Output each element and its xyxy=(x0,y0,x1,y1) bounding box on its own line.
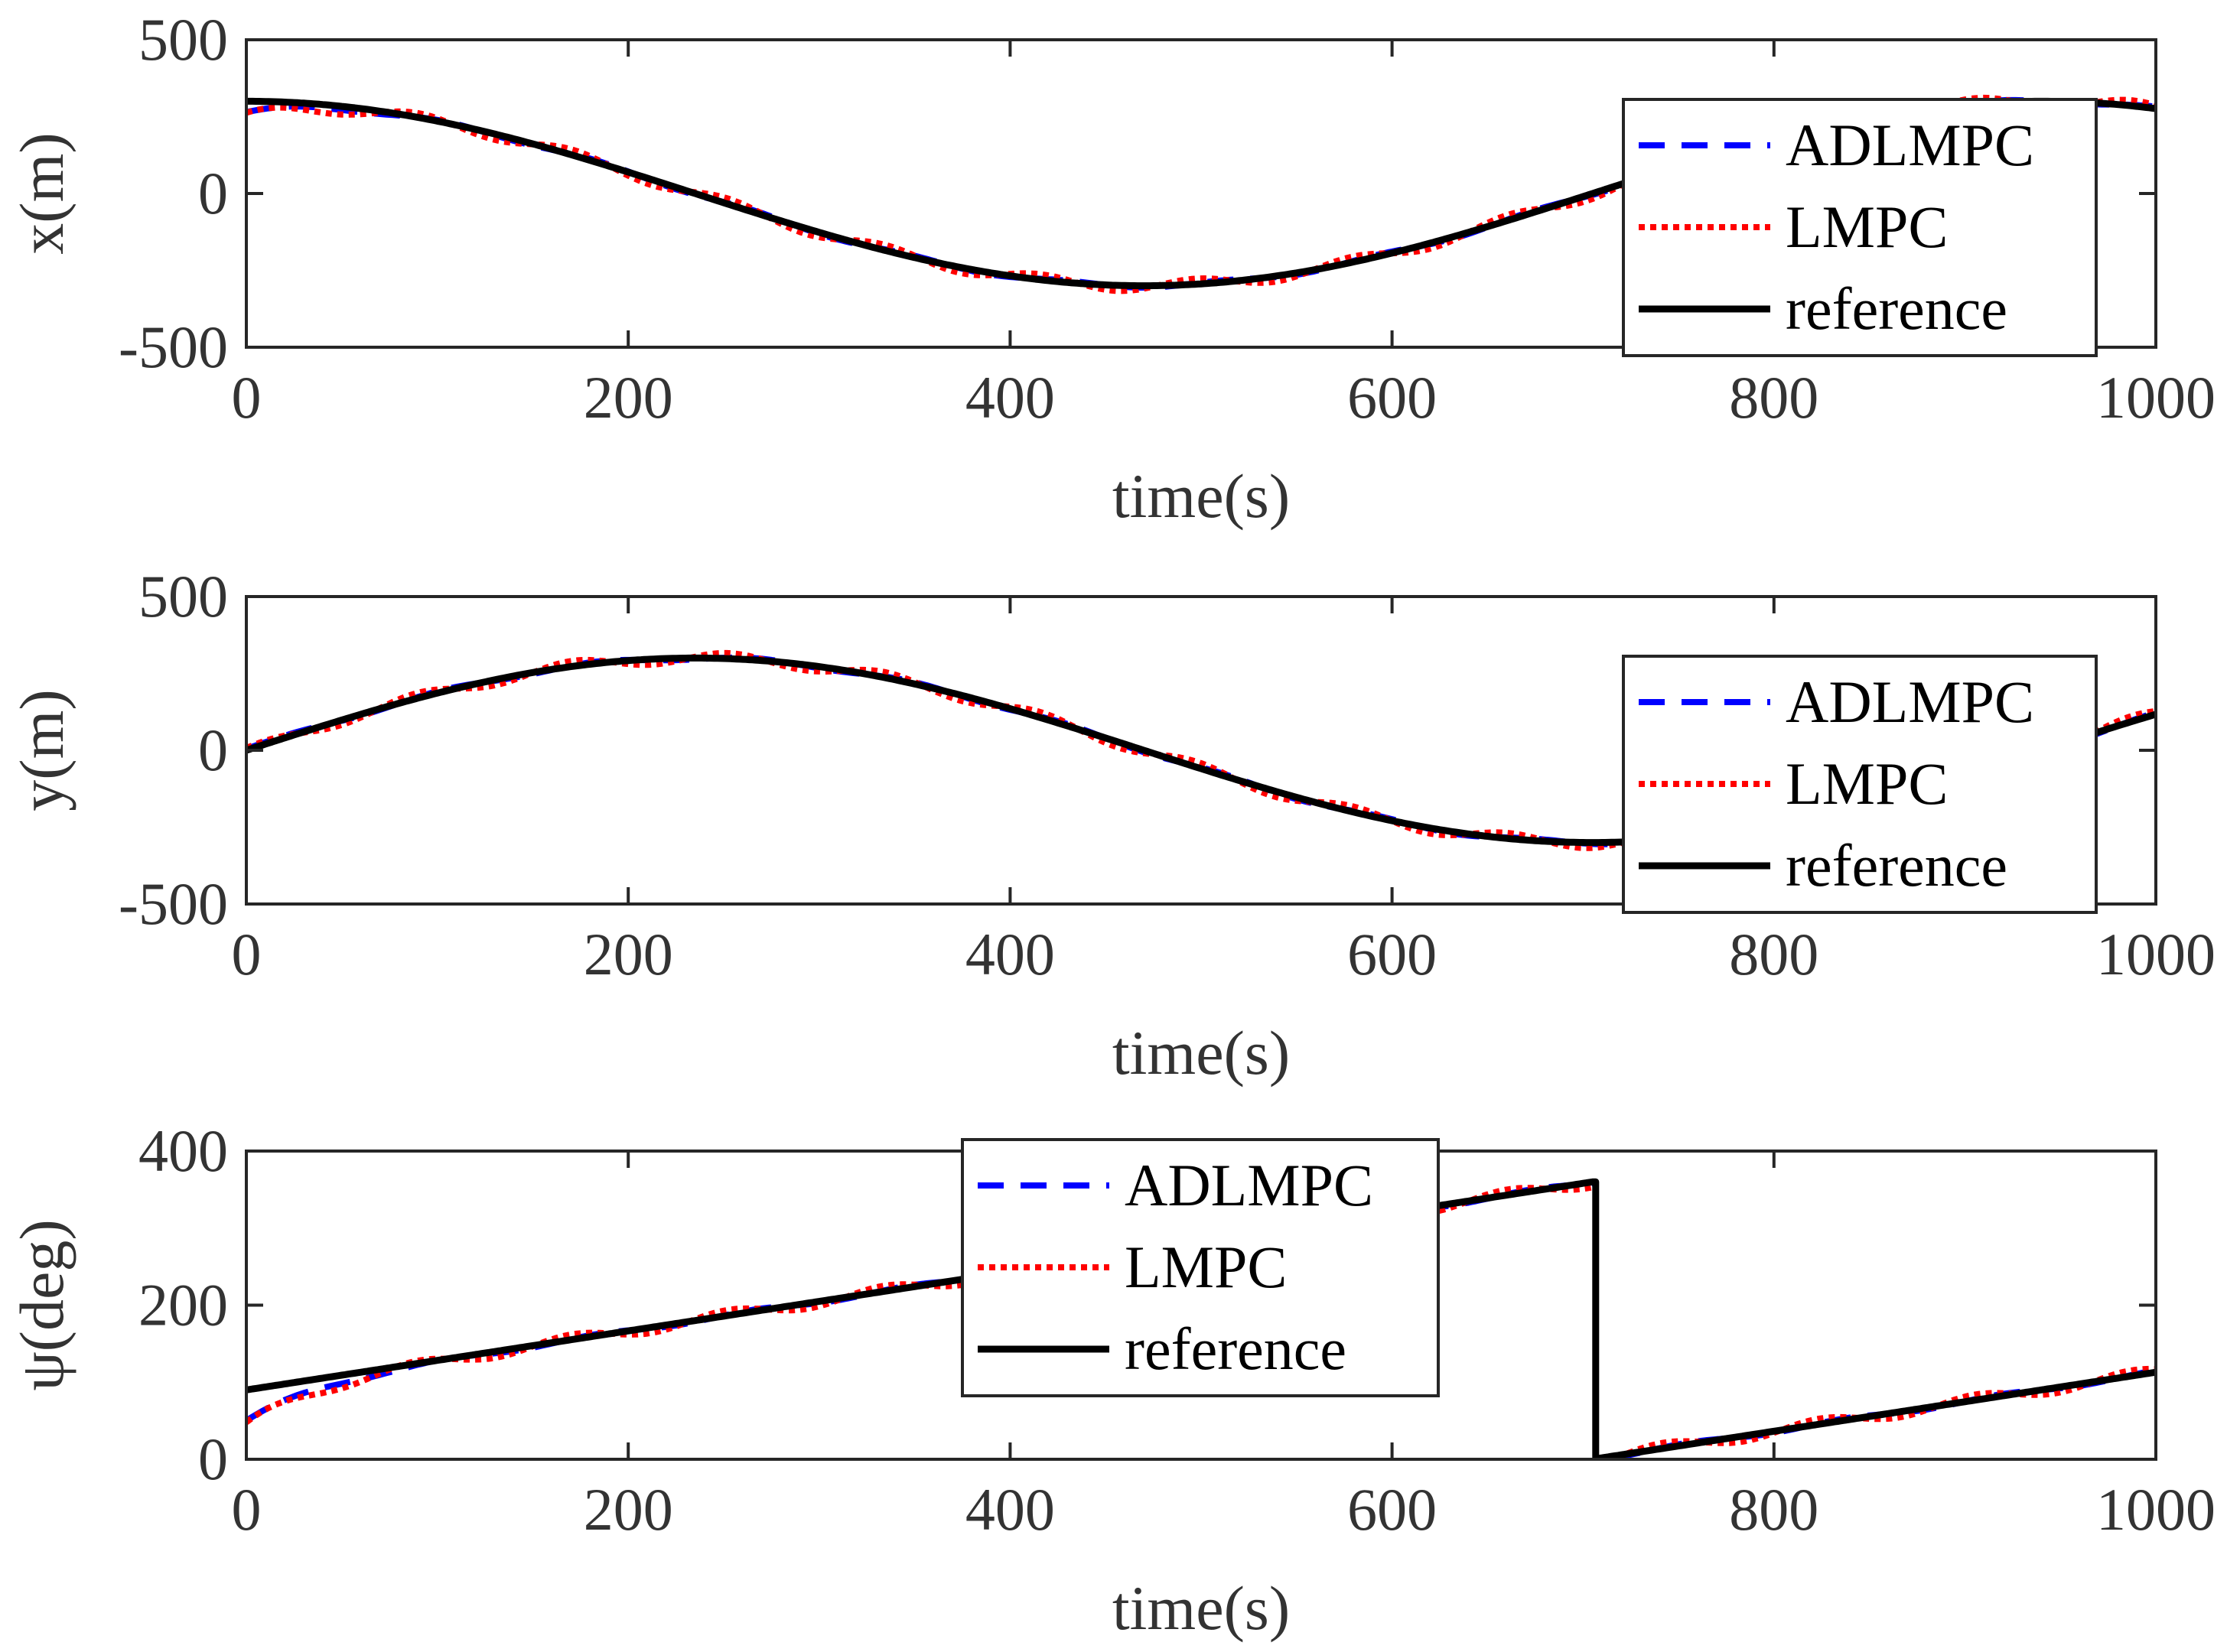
legend: ADLMPC LMPC reference xyxy=(961,1138,1440,1397)
legend-label-lmpc: LMPC xyxy=(1125,1234,1287,1300)
legend: ADLMPC LMPC reference xyxy=(1622,98,2098,357)
x-tick-label: 200 xyxy=(584,364,673,431)
y-tick-label: 0 xyxy=(198,717,228,783)
legend: ADLMPC LMPC reference xyxy=(1622,655,2098,914)
x-tick-label: 1000 xyxy=(2096,921,2216,987)
x-tick-label: 800 xyxy=(1729,364,1818,431)
x-tick-label: 800 xyxy=(1729,921,1818,987)
y-axis-label: ψ(deg) xyxy=(7,1219,77,1390)
legend-label-reference: reference xyxy=(1786,832,2007,899)
legend-label-reference: reference xyxy=(1786,275,2007,342)
x-tick-label: 200 xyxy=(584,921,673,987)
y-tick-label: -500 xyxy=(119,314,228,380)
x-axis-label: time(s) xyxy=(1112,1573,1290,1643)
legend-label-lmpc: LMPC xyxy=(1786,750,1948,817)
x-tick-label: 0 xyxy=(232,364,262,431)
x-tick-label: 0 xyxy=(232,1476,262,1543)
legend-label-adlmpc: ADLMPC xyxy=(1786,668,2034,735)
legend-label-reference: reference xyxy=(1125,1315,1346,1382)
legend-label-adlmpc: ADLMPC xyxy=(1786,112,2034,178)
y-tick-label: 0 xyxy=(198,160,228,226)
x-tick-label: 400 xyxy=(965,921,1055,987)
y-tick-label: 0 xyxy=(198,1426,228,1492)
x-tick-label: 200 xyxy=(584,1476,673,1543)
legend-label-adlmpc: ADLMPC xyxy=(1125,1152,1373,1218)
x-tick-label: 600 xyxy=(1347,1476,1437,1543)
x-tick-label: 0 xyxy=(232,921,262,987)
x-tick-label: 600 xyxy=(1347,364,1437,431)
legend-label-lmpc: LMPC xyxy=(1786,193,1948,260)
y-axis-label: y(m) xyxy=(7,689,77,811)
x-axis-label: time(s) xyxy=(1112,461,1290,531)
legend-box xyxy=(961,1138,1440,1397)
y-tick-label: 500 xyxy=(138,563,228,629)
y-tick-label: 400 xyxy=(138,1117,228,1184)
x-tick-label: 1000 xyxy=(2096,1476,2216,1543)
chart-panel-3: 0 200 400 600 800 1000 0 200 400 time(s) ψ(deg) ADL… xyxy=(7,1117,2216,1643)
y-axis-label: x(m) xyxy=(7,132,77,254)
y-tick-label: 200 xyxy=(138,1272,228,1338)
x-tick-label: 800 xyxy=(1729,1476,1818,1543)
x-tick-label: 400 xyxy=(965,364,1055,431)
y-tick-label: 500 xyxy=(138,6,228,73)
x-tick-label: 600 xyxy=(1347,921,1437,987)
y-tick-label: -500 xyxy=(119,870,228,937)
x-tick-label: 400 xyxy=(965,1476,1055,1543)
x-axis-label: time(s) xyxy=(1112,1018,1290,1088)
x-tick-label: 1000 xyxy=(2096,364,2216,431)
